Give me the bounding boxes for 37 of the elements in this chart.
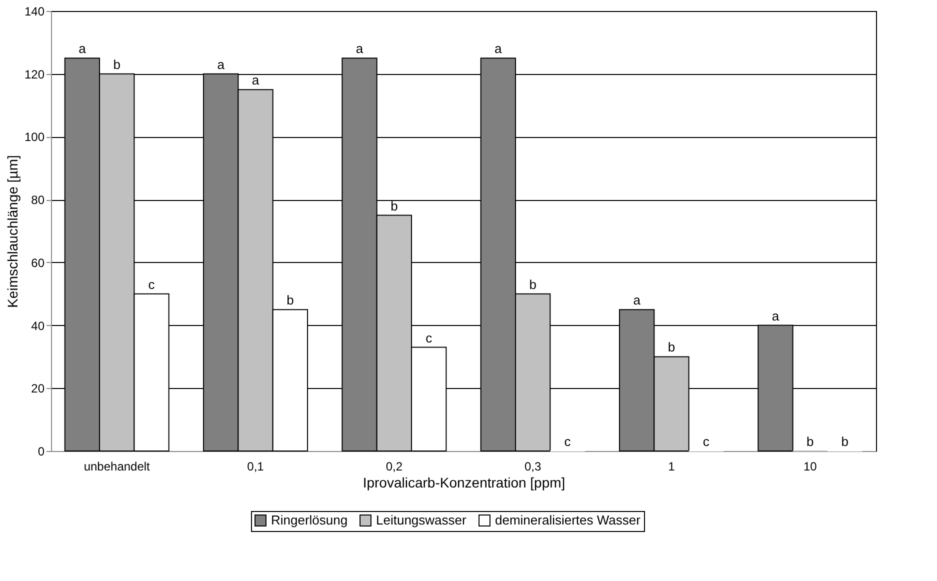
data-label: b	[529, 276, 536, 292]
x-tick-label: 0,3	[524, 460, 542, 474]
data-label: b	[113, 56, 120, 72]
y-tick-label: 0	[38, 444, 45, 458]
y-tick-label: 40	[31, 318, 45, 333]
y-tick-label: 100	[24, 130, 45, 144]
legend-label: Leitungswasser	[376, 512, 467, 528]
y-axis-title: Keimschlauchlänge [µm]	[4, 155, 20, 308]
data-label: b	[806, 434, 814, 449]
y-tick-label: 20	[31, 382, 45, 396]
legend-label: demineralisiertes Wasser	[495, 512, 642, 528]
data-label: a	[356, 41, 364, 56]
data-label: b	[668, 340, 676, 355]
x-tick-label: 1	[668, 460, 676, 474]
data-label: a	[494, 41, 503, 56]
data-label: b	[390, 198, 398, 214]
x-tick-label: 0,1	[247, 460, 264, 474]
y-tick-label: 60	[31, 256, 45, 270]
y-tick-label: 120	[24, 67, 45, 82]
data-label: a	[633, 292, 642, 308]
x-tick-label: unbehandelt	[84, 460, 151, 474]
y-tick-label: 80	[31, 193, 45, 208]
data-label: c	[148, 276, 156, 292]
data-label: c	[702, 434, 710, 449]
data-label: a	[772, 308, 780, 324]
x-axis-title: Iprovalicarb-Konzentration [ppm]	[362, 474, 566, 490]
x-tick-label: 0,2	[386, 460, 403, 474]
data-label: a	[78, 41, 87, 56]
data-label: c	[426, 330, 433, 346]
legend-label: Ringerlösung	[271, 512, 348, 528]
x-tick-label: 10	[803, 460, 818, 474]
data-label: c	[564, 434, 572, 449]
data-label: b	[286, 292, 294, 308]
data-label: a	[252, 72, 260, 88]
data-label: a	[217, 56, 226, 72]
data-label: b	[841, 434, 848, 449]
y-tick-label: 140	[24, 4, 45, 18]
